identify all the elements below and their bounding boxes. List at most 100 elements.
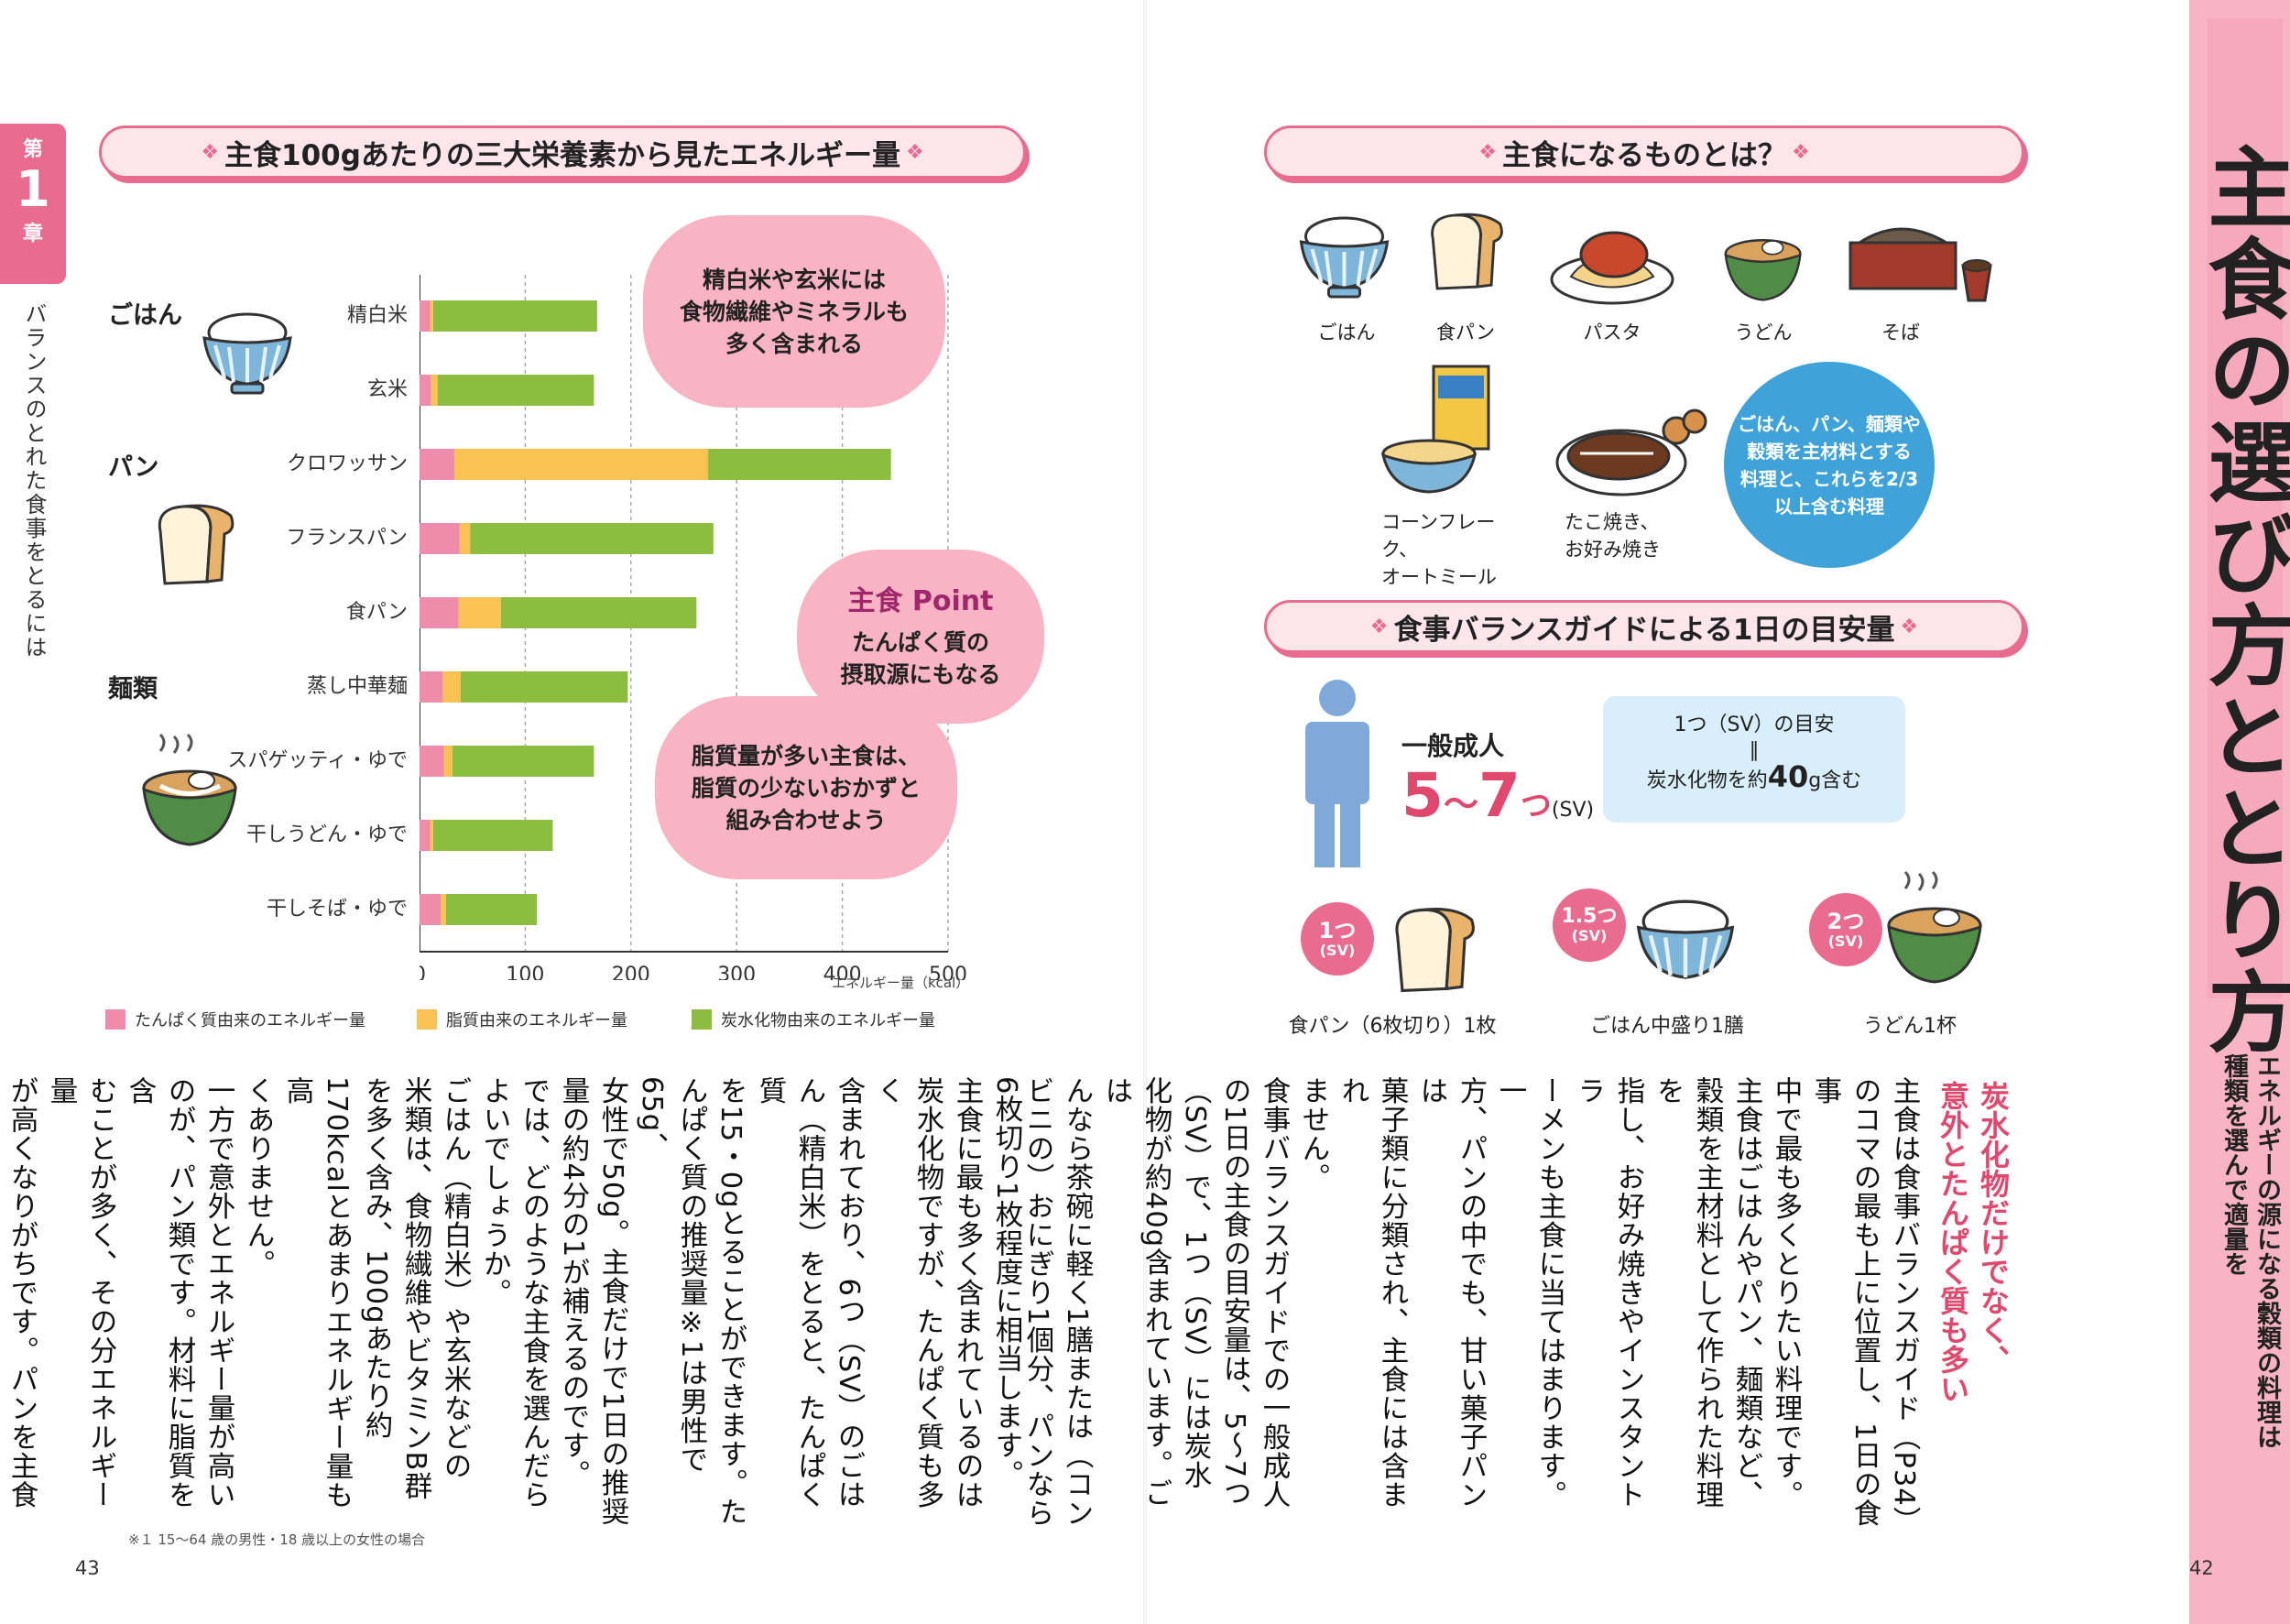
sv-unit-label: (SV) — [1551, 799, 1595, 822]
chapter-label-1: 第 — [22, 138, 43, 161]
body-line: 6枚切り1枚程度に相当します。 — [990, 1076, 1022, 1489]
body-line: のが、パン類です。材料に脂質を含 — [124, 1076, 195, 1510]
body-line: 含まれており、6つ（SV）のごは — [833, 1076, 865, 1510]
body-line: が高くなりがちです。パンを主食に — [5, 1076, 38, 1510]
cloud-text: 多く含まれる — [725, 330, 863, 357]
diamond-icon: ❖ — [905, 140, 924, 164]
footnote: ※１ 15～64 歳の男性・18 歳以上の女性の場合 — [128, 1531, 426, 1548]
row-label: フランスパン — [286, 527, 408, 550]
bar-segment — [420, 300, 431, 332]
bar-segment — [420, 820, 431, 851]
cloud-protein: 主食 Point たんぱく質の 摂取源にもなる — [797, 550, 1044, 724]
cornflakes-icon — [1380, 365, 1490, 494]
row-label: スパゲッティ・ゆで — [227, 749, 408, 772]
cloud-text: たんぱく質の — [851, 629, 989, 656]
legend-label: たんぱく質由来のエネルギー量 — [135, 1011, 365, 1030]
bar-segment — [420, 523, 460, 554]
chart-header-text: 主食100gあたりの三大栄養素から見たエネルギー量 — [224, 138, 900, 172]
page-number-left: 43 — [75, 1557, 100, 1579]
body-line: 炭水化物ですが、たんぱく質も多く — [872, 1076, 943, 1510]
food-label: お好み焼き — [1565, 539, 1661, 561]
category-noodles: 麺類 — [108, 675, 158, 703]
body-line: むことが多く、その分エネルギー量 — [45, 1076, 116, 1510]
sv-box-num: 40 — [1767, 759, 1809, 794]
row-label: クロワッサン — [286, 452, 408, 475]
section2-header-text: 食事バランスガイドによる1日の目安量 — [1393, 613, 1895, 647]
x-tick-label: 0 — [420, 964, 426, 980]
body-line: 化物が約40g含まれています。ごは — [1100, 1076, 1172, 1508]
serving-label: 食パン（6枚切り）1枚 — [1288, 1015, 1497, 1038]
bar-segment — [420, 597, 459, 628]
point-title-b: Point — [911, 585, 994, 617]
body-line: 量の約4分の1が補えるのです。 — [557, 1076, 589, 1489]
diamond-icon: ❖ — [1792, 140, 1810, 164]
bread-icon — [158, 504, 234, 585]
sv-label: (SV) — [1319, 942, 1356, 960]
bar-segment — [420, 746, 444, 777]
sv-definition-box: 1つ（SV）の目安 ∥ 炭水化物を約40g含む — [1603, 696, 1905, 823]
bar-segment — [459, 523, 471, 554]
food-label: たこ焼き、 — [1565, 511, 1660, 533]
row-label: 食パン — [345, 601, 408, 624]
food-label: パスタ — [1583, 322, 1641, 343]
rice-bowl-icon — [1636, 899, 1735, 979]
bar-segment — [437, 375, 594, 406]
x-axis-unit: エネルギー量（kcal） — [832, 975, 970, 991]
legend-protein: たんぱく質由来のエネルギー量 — [105, 1006, 365, 1033]
subtitle-line: エネルギーの源になる穀類の料理は — [2252, 1053, 2281, 1449]
page-title: 主食の選び方ととり方 — [2193, 142, 2290, 1058]
sv-count: 1.5つ — [1561, 905, 1618, 929]
bread-icon — [1431, 213, 1503, 290]
bar-segment — [500, 597, 697, 628]
x-tick-label: 500 — [929, 964, 967, 980]
running-title: バランスのとれた食事をとるには — [21, 302, 47, 659]
food-label-takoyaki: たこ焼き、 お好み焼き — [1565, 508, 1711, 563]
cloud-text: 食物繊維やミネラルも — [679, 298, 909, 325]
sv-badge-rice: 1.5つ (SV) — [1553, 888, 1626, 962]
bar-segment — [470, 523, 714, 554]
category-rice: ごはん — [108, 301, 182, 330]
person-icon — [1305, 680, 1369, 867]
body-line: のコマの最も上に位置し、1日の食事 — [1809, 1076, 1881, 1528]
body-line: を15・0gとることができます。た — [714, 1076, 747, 1527]
sv-box-equals: ∥ — [1749, 739, 1760, 762]
title-box — [2208, 18, 2283, 998]
serving-label: うどん1杯 — [1863, 1015, 1957, 1038]
body-line: （SV）で、1つ（SV）には炭水 — [1179, 1076, 1211, 1490]
bar-segment — [458, 597, 501, 628]
bar-segment — [708, 449, 891, 480]
food-label: 食パン — [1435, 322, 1496, 343]
body-line: 一方で意外とエネルギー量が高い — [202, 1076, 234, 1510]
soba-icon — [1848, 227, 1992, 302]
body-line: 中で最も多くとりたい料理です。 — [1770, 1076, 1802, 1510]
subhead-line: 炭水化物だけでなく、 — [1976, 1081, 2011, 1374]
chapter-number: 1 — [16, 160, 50, 218]
body-line: 方、パンの中でも、甘い菓子パンは — [1415, 1076, 1487, 1510]
food-label: オートミール — [1381, 566, 1497, 588]
udon-bowl-icon — [1724, 239, 1802, 301]
body-line: を多く含み、100gあたり約 — [360, 1076, 392, 1440]
sv-label: (SV) — [1827, 932, 1864, 951]
body-subhead: 炭水化物だけでなく、 意外とたんぱく質も多い — [1933, 1081, 2013, 1520]
sv-box-line1: 1つ（SV）の目安 — [1674, 714, 1835, 736]
guide-section-header: ❖ 食事バランスガイドによる1日の目安量 ❖ — [1264, 600, 2024, 653]
cloud-text: 脂質の少ないおかずと — [691, 774, 921, 801]
adult-label: 一般成人 — [1401, 731, 1505, 761]
body-line: ごはん（精白米）や玄米などの — [439, 1076, 471, 1480]
rice-bowl-icon — [1299, 216, 1390, 299]
sv-badge-udon: 2つ (SV) — [1809, 893, 1882, 966]
legend-fat: 脂質由来のエネルギー量 — [417, 1006, 627, 1033]
row-label: 精白米 — [346, 304, 408, 327]
body-line: では、どのような主食を選んだら — [518, 1076, 550, 1510]
cloud-text: 脂質量が多い主食は、 — [691, 742, 921, 769]
sv-count: 1つ — [1318, 918, 1357, 943]
body-line: ません。 — [1297, 1076, 1329, 1192]
legend-label: 脂質由来のエネルギー量 — [446, 1011, 627, 1030]
row-label: 干しそば・ゆで — [266, 898, 408, 921]
section1-header-text: 主食になるものとは？ — [1502, 138, 1786, 172]
staple-definition-bubble: ごはん、パン、麺類や 穀類を主材料とする 料理と、これらを2/3 以上含む料理 — [1724, 362, 1935, 568]
row-label: 干しうどん・ゆで — [245, 823, 408, 846]
rice-bowl-icon — [202, 312, 292, 395]
sv-range-min: 5 — [1401, 760, 1444, 831]
cloud-whole-grain: 精白米や玄米には 食物繊維やミネラルも 多く含まれる — [643, 215, 945, 408]
